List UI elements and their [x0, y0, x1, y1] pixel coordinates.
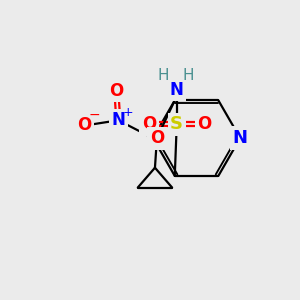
- Text: N: N: [111, 111, 125, 129]
- Text: O: O: [77, 116, 92, 134]
- Text: O: O: [197, 115, 212, 133]
- Text: O: O: [142, 115, 156, 133]
- Text: O: O: [150, 129, 164, 147]
- Text: N: N: [170, 81, 184, 99]
- Text: +: +: [123, 106, 134, 119]
- Text: −: −: [89, 108, 100, 122]
- Text: H: H: [157, 68, 169, 83]
- Text: N: N: [233, 129, 248, 147]
- Text: O: O: [109, 82, 123, 100]
- Text: S: S: [170, 115, 183, 133]
- Text: H: H: [183, 68, 194, 83]
